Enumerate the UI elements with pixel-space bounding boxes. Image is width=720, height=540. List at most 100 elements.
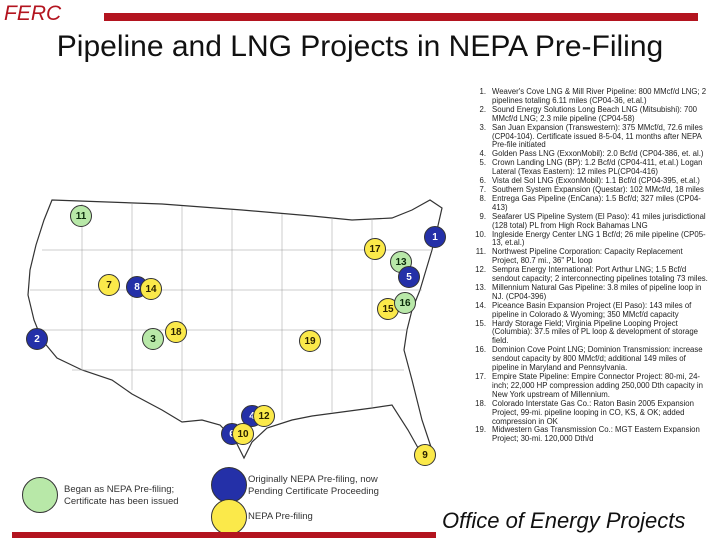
project-number: 18.: [475, 398, 486, 408]
project-list: 1. Weaver's Cove LNG & Mill River Pipelin…: [458, 87, 708, 444]
project-text: Colorado Interstate Gas Co.: Raton Basin…: [492, 398, 694, 426]
project-marker-7[interactable]: 7: [98, 274, 120, 296]
project-text: Midwestern Gas Transmission Co.: MGT Eas…: [492, 425, 700, 444]
legend-yellow-circle: [211, 499, 247, 535]
project-number: 19.: [475, 425, 486, 435]
project-item: 6. Vista del Sol LNG (ExxonMobil): 1.1 Bc…: [458, 176, 708, 186]
project-text: Northwest Pipeline Corporation: Capacity…: [492, 247, 683, 266]
project-number: 9.: [479, 211, 486, 221]
project-item: 9. Seafarer US Pipeline System (El Paso):…: [458, 211, 708, 231]
project-item: 16. Dominion Cove Point LNG; Dominion Tra…: [458, 345, 708, 373]
ferc-label: FERC: [4, 2, 62, 25]
project-number: 10.: [475, 229, 486, 239]
marker-label: 8: [134, 281, 140, 293]
marker-label: 4: [249, 410, 255, 422]
project-marker-14[interactable]: 14: [140, 278, 162, 300]
project-marker-18[interactable]: 18: [165, 321, 187, 343]
marker-label: 7: [106, 279, 112, 291]
project-item: 8. Entrega Gas Pipeline (EnCana): 1.5 Bcf…: [458, 193, 708, 213]
project-item: 5. Crown Landing LNG (BP): 1.2 Bcf/d (CP0…: [458, 158, 708, 177]
state-borders: [30, 204, 432, 430]
project-text: Entrega Gas Pipeline (EnCana): 1.5 Bcf/d…: [492, 193, 701, 212]
project-number: 5.: [479, 158, 486, 168]
legend-green-text: Began as NEPA Pre-filing; Certificate ha…: [64, 484, 179, 507]
project-item: 11. Northwest Pipeline Corporation: Capac…: [458, 247, 708, 266]
project-item: 18. Colorado Interstate Gas Co.: Raton Ba…: [458, 398, 708, 427]
project-text: Seafarer US Pipeline System (El Paso): 4…: [492, 211, 706, 230]
marker-label: 15: [382, 303, 394, 315]
project-text: Millennium Natural Gas Pipeline: 3.8 mil…: [492, 282, 702, 301]
footer-accent-bar: [12, 532, 436, 538]
project-text: Sempra Energy International: Port Arthur…: [492, 265, 708, 284]
project-item: 19. Midwestern Gas Transmission Co.: MGT …: [458, 426, 708, 444]
project-text: Dominion Cove Point LNG; Dominion Transm…: [492, 345, 703, 373]
marker-label: 14: [145, 283, 157, 295]
marker-label: 18: [170, 326, 182, 338]
marker-label: 3: [150, 333, 156, 345]
project-marker-16[interactable]: 16: [394, 292, 416, 314]
project-item: 10. Ingleside Energy Center LNG 1 Bcf/d; …: [458, 229, 708, 249]
project-number: 15.: [475, 318, 486, 328]
project-marker-11[interactable]: 11: [70, 205, 92, 227]
project-marker-19[interactable]: 19: [299, 330, 321, 352]
marker-label: 17: [369, 243, 381, 255]
project-item: 3. San Juan Expansion (Transwestern): 375…: [458, 122, 708, 151]
project-number: 17.: [475, 372, 486, 381]
marker-label: 11: [75, 210, 87, 222]
project-number: 2.: [479, 104, 486, 114]
marker-label: 1: [432, 231, 438, 243]
project-text: Piceance Basin Expansion Project (El Pas…: [492, 300, 692, 319]
project-marker-5[interactable]: 5: [398, 266, 420, 288]
project-text: Empire State Pipeline: Empire Connector …: [492, 372, 703, 399]
marker-label: 19: [304, 335, 316, 347]
project-number: 3.: [479, 122, 486, 132]
page-title: Pipeline and LNG Projects in NEPA Pre-Fi…: [56, 30, 664, 63]
us-map: [27, 199, 443, 460]
legend-yellow-text: NEPA Pre-filing: [248, 511, 313, 522]
project-number: 7.: [479, 184, 486, 194]
marker-label: 9: [422, 449, 428, 461]
legend-blue-circle: [211, 467, 247, 503]
project-text: Southern System Expansion (Questar): 102…: [492, 184, 704, 194]
project-item: 15. Hardy Storage Field; Virginia Pipelin…: [458, 318, 708, 347]
project-marker-10[interactable]: 10: [232, 423, 254, 445]
marker-label: 10: [237, 428, 249, 440]
project-item: 12. Sempra Energy International: Port Art…: [458, 265, 708, 284]
project-marker-12[interactable]: 12: [253, 405, 275, 427]
project-marker-1[interactable]: 1: [424, 226, 446, 248]
project-text: Vista del Sol LNG (ExxonMobil): 1.1 Bcf/…: [492, 176, 700, 186]
project-number: 14.: [475, 300, 486, 310]
project-text: San Juan Expansion (Transwestern): 375 M…: [492, 122, 703, 150]
project-item: 14. Piceance Basin Expansion Project (El …: [458, 300, 708, 320]
project-number: 16.: [475, 345, 486, 355]
project-marker-17[interactable]: 17: [364, 238, 386, 260]
project-item: 1. Weaver's Cove LNG & Mill River Pipelin…: [458, 87, 708, 106]
project-text: Ingleside Energy Center LNG 1 Bcf/d; 26 …: [492, 229, 706, 248]
project-marker-2[interactable]: 2: [26, 328, 48, 350]
project-number: 4.: [479, 149, 486, 159]
legend-green-circle: [22, 477, 58, 513]
project-text: Weaver's Cove LNG & Mill River Pipeline:…: [492, 87, 707, 105]
marker-label: 2: [34, 333, 40, 345]
marker-label: 5: [406, 271, 412, 283]
project-number: 13.: [475, 282, 486, 292]
project-text: Hardy Storage Field; Virginia Pipeline L…: [492, 318, 699, 346]
project-item: 4. Golden Pass LNG (ExxonMobil): 2.0 Bcf/…: [458, 149, 708, 159]
project-item: 17. Empire State Pipeline: Empire Connect…: [458, 372, 708, 400]
project-text: Sound Energy Solutions Long Beach LNG (M…: [492, 104, 698, 123]
header-accent-bar: [104, 13, 698, 21]
marker-label: 13: [395, 256, 407, 268]
project-text: Crown Landing LNG (BP): 1.2 Bcf/d (CP04-…: [492, 158, 703, 177]
project-number: 1.: [479, 87, 486, 96]
project-item: 7. Southern System Expansion (Questar): 1…: [458, 184, 708, 195]
project-marker-3[interactable]: 3: [142, 328, 164, 350]
marker-label: 16: [399, 297, 411, 309]
project-text: Golden Pass LNG (ExxonMobil): 2.0 Bcf/d …: [492, 149, 704, 159]
project-number: 6.: [479, 176, 486, 186]
marker-label: 12: [258, 410, 270, 422]
project-number: 11.: [475, 247, 486, 257]
project-marker-9[interactable]: 9: [414, 444, 436, 466]
legend-blue-text: Originally NEPA Pre-filing, now Pending …: [248, 474, 379, 497]
project-number: 12.: [475, 265, 486, 275]
project-number: 8.: [479, 193, 486, 203]
